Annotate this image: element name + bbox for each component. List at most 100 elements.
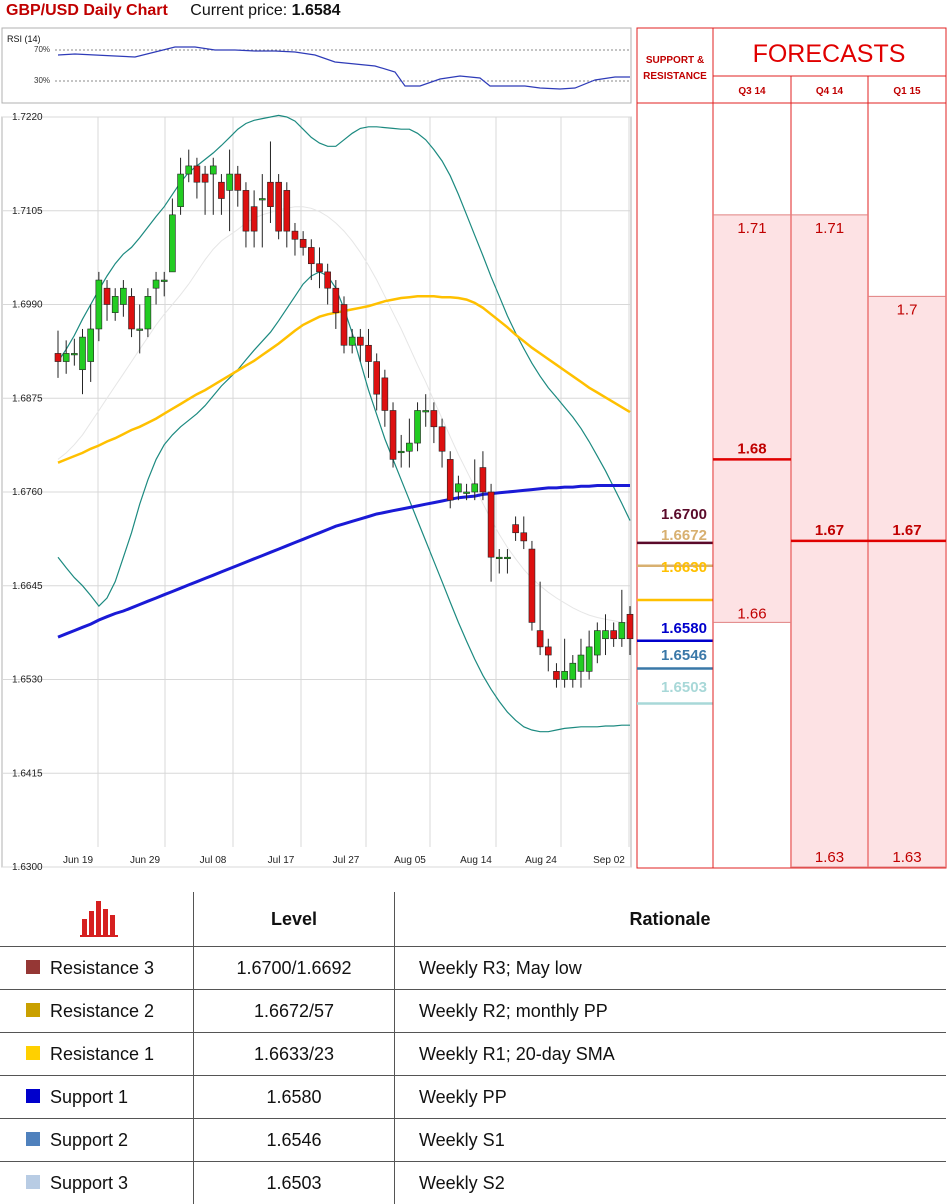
candle-down bbox=[129, 296, 135, 329]
level-rationale: Weekly R2; monthly PP bbox=[395, 990, 947, 1033]
candle-up bbox=[398, 451, 404, 453]
candle-down bbox=[480, 468, 486, 492]
candle-down bbox=[488, 492, 494, 557]
x-tick-label: Aug 24 bbox=[525, 855, 557, 866]
level-color-swatch bbox=[26, 1175, 40, 1189]
candle-down bbox=[218, 182, 224, 198]
level-rationale: Weekly R1; 20-day SMA bbox=[395, 1033, 947, 1076]
candle-down bbox=[341, 305, 347, 346]
candle-up bbox=[71, 353, 77, 355]
forecast-low-label: 1.66 bbox=[737, 605, 766, 622]
level-label: 1.6503 bbox=[661, 679, 707, 696]
level-label: 1.6580 bbox=[661, 620, 707, 637]
candle-up bbox=[464, 492, 470, 494]
candle-up bbox=[423, 410, 429, 412]
candle-down bbox=[545, 647, 551, 655]
candle-up bbox=[210, 166, 216, 174]
candle-up bbox=[96, 280, 102, 329]
level-value: 1.6503 bbox=[194, 1162, 395, 1204]
candle-down bbox=[521, 533, 527, 541]
forecast-quarter-label: Q4 14 bbox=[816, 86, 844, 97]
candle-down bbox=[325, 272, 331, 288]
candle-down bbox=[390, 410, 396, 459]
level-color-swatch bbox=[26, 1046, 40, 1060]
level-label: 1.6630 bbox=[661, 559, 707, 576]
candle-down bbox=[104, 288, 110, 304]
rsi-panel-frame bbox=[2, 28, 631, 103]
candle-up bbox=[594, 631, 600, 655]
candle-down bbox=[537, 631, 543, 647]
level-value: 1.6633/23 bbox=[194, 1033, 395, 1076]
candle-down bbox=[284, 190, 290, 231]
level-name: Support 3 bbox=[50, 1173, 128, 1193]
bar-chart-icon bbox=[0, 897, 192, 937]
table-row: Support 1 1.6580 Weekly PP bbox=[0, 1076, 946, 1119]
level-name: Support 2 bbox=[50, 1130, 128, 1150]
level-rationale: Weekly PP bbox=[395, 1076, 947, 1119]
candle-up bbox=[186, 166, 192, 174]
candle-down bbox=[553, 671, 559, 679]
candle-down bbox=[276, 182, 282, 231]
forecast-low-label: 1.63 bbox=[892, 849, 921, 866]
level-color-swatch bbox=[26, 1132, 40, 1146]
forecast-high-label: 1.71 bbox=[815, 220, 844, 237]
x-tick-label: Jul 17 bbox=[268, 855, 295, 866]
candle-up bbox=[406, 443, 412, 451]
level-rationale: Weekly S2 bbox=[395, 1162, 947, 1204]
level-name: Support 1 bbox=[50, 1087, 128, 1107]
y-tick-label: 1.6645 bbox=[12, 581, 43, 592]
x-tick-label: Jun 19 bbox=[63, 855, 93, 866]
candle-up bbox=[137, 329, 143, 331]
level-name: Resistance 2 bbox=[50, 1001, 154, 1021]
candle-down bbox=[202, 174, 208, 182]
y-tick-label: 1.6530 bbox=[12, 675, 43, 686]
level-value: 1.6672/57 bbox=[194, 990, 395, 1033]
forecast-mid-label: 1.68 bbox=[737, 440, 766, 457]
level-color-swatch bbox=[26, 1089, 40, 1103]
candle-up bbox=[153, 280, 159, 288]
candle-down bbox=[513, 525, 519, 533]
candle-down bbox=[374, 362, 380, 395]
table-row: Resistance 1 1.6633/23 Weekly R1; 20-day… bbox=[0, 1033, 946, 1076]
candle-up bbox=[259, 199, 265, 201]
level-name: Resistance 3 bbox=[50, 958, 154, 978]
candle-down bbox=[439, 427, 445, 451]
y-tick-label: 1.7220 bbox=[12, 112, 43, 123]
candle-up bbox=[504, 557, 510, 559]
candle-up bbox=[145, 296, 151, 329]
candle-down bbox=[292, 231, 298, 239]
y-tick-label: 1.7105 bbox=[12, 206, 43, 217]
candle-down bbox=[300, 239, 306, 247]
y-tick-label: 1.6990 bbox=[12, 300, 43, 311]
candle-down bbox=[55, 353, 61, 361]
x-tick-label: Aug 05 bbox=[394, 855, 426, 866]
forecasts-title: FORECASTS bbox=[753, 40, 906, 68]
rationale-header: Rationale bbox=[395, 892, 947, 947]
level-value: 1.6580 bbox=[194, 1076, 395, 1119]
forecast-range bbox=[714, 215, 790, 623]
level-color-swatch bbox=[26, 960, 40, 974]
table-row: Support 2 1.6546 Weekly S1 bbox=[0, 1119, 946, 1162]
candle-up bbox=[496, 557, 502, 559]
forecast-mid-label: 1.67 bbox=[815, 522, 844, 539]
candle-down bbox=[382, 378, 388, 411]
level-label: 1.6546 bbox=[661, 647, 707, 664]
candle-down bbox=[194, 166, 200, 182]
level-color-swatch bbox=[26, 1003, 40, 1017]
candle-down bbox=[431, 410, 437, 426]
level-rationale: Weekly R3; May low bbox=[395, 947, 947, 990]
forecast-low-label: 1.63 bbox=[815, 849, 844, 866]
candle-down bbox=[333, 288, 339, 312]
level-label: 1.6672 bbox=[661, 527, 707, 544]
levels-table-header: Level Rationale bbox=[0, 892, 946, 947]
candle-up bbox=[619, 622, 625, 638]
candle-down bbox=[447, 459, 453, 500]
candle-up bbox=[602, 631, 608, 639]
candle-down bbox=[235, 174, 241, 190]
y-tick-label: 1.6300 bbox=[12, 862, 43, 873]
x-tick-label: Jul 08 bbox=[200, 855, 227, 866]
candle-down bbox=[316, 264, 322, 272]
table-row: Resistance 3 1.6700/1.6692 Weekly R3; Ma… bbox=[0, 947, 946, 990]
candle-down bbox=[267, 182, 273, 206]
support-resistance-title-1: SUPPORT & bbox=[646, 55, 704, 66]
